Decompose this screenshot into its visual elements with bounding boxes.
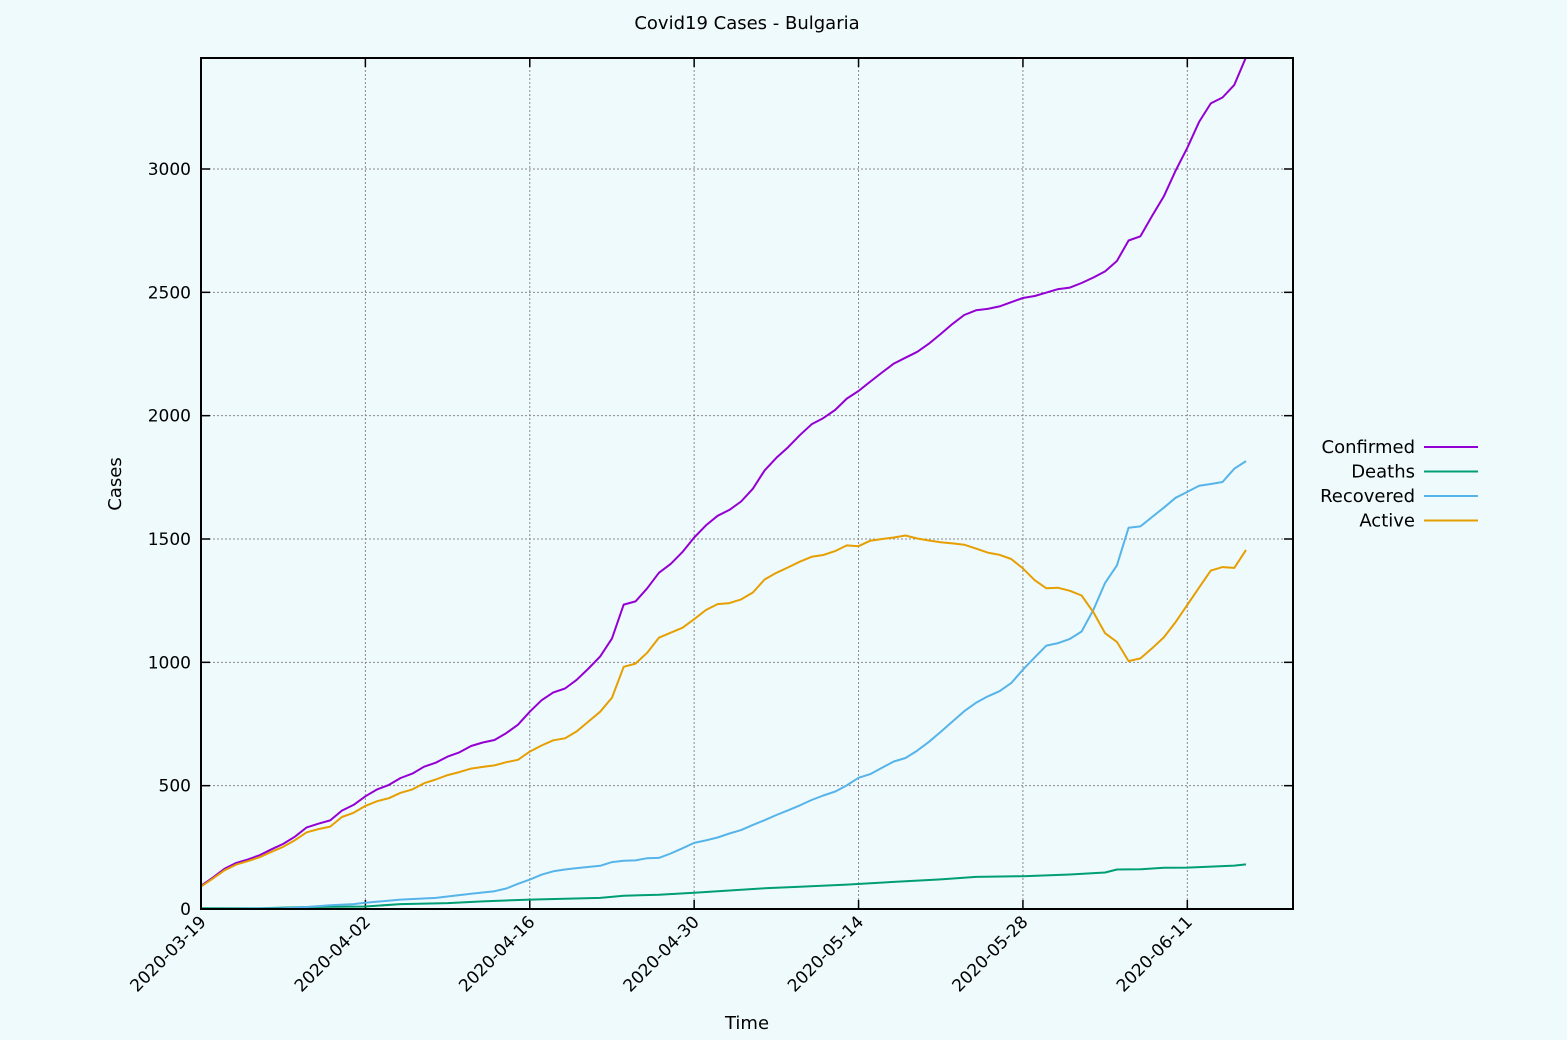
y-axis-ticks: 0 500 1000 1500 2000 2500 3000: [148, 160, 1293, 920]
grid-lines: [201, 58, 1293, 909]
series-line-recovered: [200, 460, 1247, 910]
legend: Confirmed Deaths Recovered Active: [1320, 437, 1478, 532]
legend-label-deaths: Deaths: [1351, 462, 1415, 483]
x-tick-label: 2020-04-02: [291, 912, 375, 996]
series-line-active: [200, 534, 1247, 888]
x-tick-label: 2020-05-14: [784, 912, 868, 996]
series-line-deaths: [201, 863, 1247, 910]
x-tick-label: 2020-04-16: [455, 912, 539, 996]
y-tick-label: 2000: [148, 407, 191, 427]
y-tick-label: 2500: [148, 283, 191, 303]
series-lines: [200, 56, 1247, 910]
legend-label-recovered: Recovered: [1320, 486, 1415, 507]
series-line-confirmed: [200, 56, 1247, 887]
y-axis-label: Cases: [105, 457, 126, 510]
y-tick-label: 1000: [148, 653, 191, 673]
y-tick-label: 1500: [148, 530, 191, 550]
x-tick-label: 2020-03-19: [127, 912, 211, 996]
legend-label-active: Active: [1359, 511, 1415, 532]
x-tick-label: 2020-04-30: [620, 912, 704, 996]
plot-frame: [200, 57, 1294, 910]
y-tick-label: 0: [180, 900, 191, 920]
y-tick-label: 3000: [148, 160, 191, 180]
x-tick-label: 2020-05-28: [948, 912, 1032, 996]
x-axis-ticks: 2020-03-19 2020-04-02 2020-04-16 2020-04-30…: [127, 58, 1197, 996]
y-tick-label: 500: [159, 777, 191, 797]
legend-label-confirmed: Confirmed: [1322, 437, 1415, 458]
x-axis-label: Time: [724, 1013, 769, 1034]
x-tick-label: 2020-06-11: [1113, 912, 1197, 996]
chart-title: Covid19 Cases - Bulgaria: [634, 13, 859, 34]
